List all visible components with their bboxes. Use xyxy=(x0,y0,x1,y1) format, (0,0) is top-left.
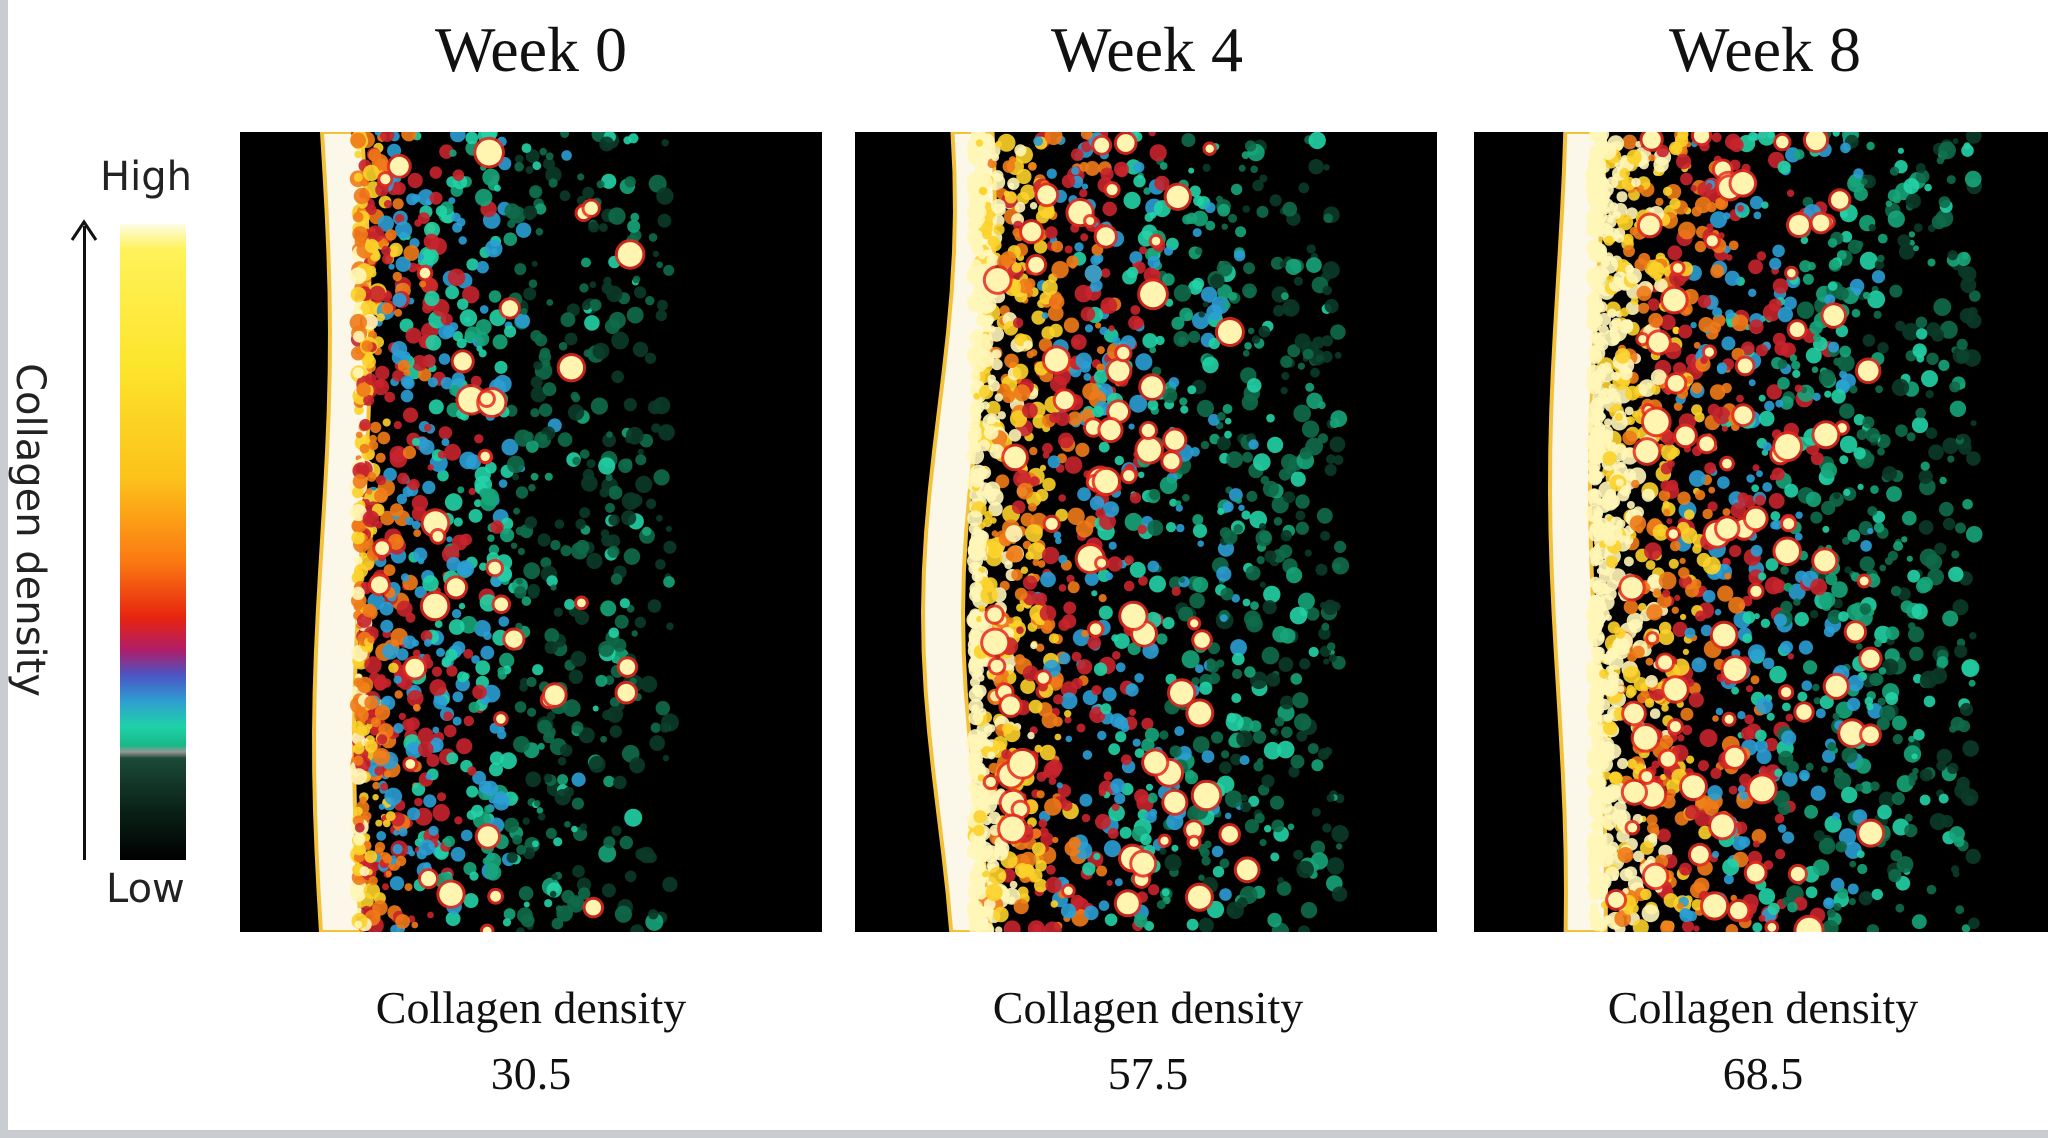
density-image-week-8 xyxy=(1474,132,2048,932)
caption-value-week-8: 68.5 xyxy=(1722,1048,1804,1099)
frame-border-bottom xyxy=(0,1130,2048,1138)
panel-title-week-8: Week 8 xyxy=(1668,14,1862,85)
legend-high-label: High xyxy=(100,154,192,200)
panel-title-week-4: Week 4 xyxy=(1050,14,1244,85)
caption-label-week-8: Collagen density xyxy=(1607,982,1919,1033)
color-scale-bar xyxy=(120,224,186,860)
caption-label-week-0: Collagen density xyxy=(375,982,687,1033)
frame-border-left xyxy=(0,0,8,1138)
legend-low-label: Low xyxy=(106,866,185,912)
density-image-week-4 xyxy=(855,132,1437,932)
panel-title-week-0: Week 0 xyxy=(434,14,628,85)
tissue-texture xyxy=(312,132,679,932)
scale-axis-line xyxy=(83,226,86,860)
caption-value-week-4: 57.5 xyxy=(1107,1048,1189,1099)
arrow-up-icon xyxy=(70,219,98,241)
density-image-week-0 xyxy=(240,132,822,932)
caption-label-week-4: Collagen density xyxy=(992,982,1304,1033)
caption-value-week-0: 30.5 xyxy=(490,1048,572,1099)
tissue-texture xyxy=(921,132,1350,932)
tissue-texture xyxy=(1548,132,1983,932)
scale-axis-label: Collagen density xyxy=(7,363,53,697)
